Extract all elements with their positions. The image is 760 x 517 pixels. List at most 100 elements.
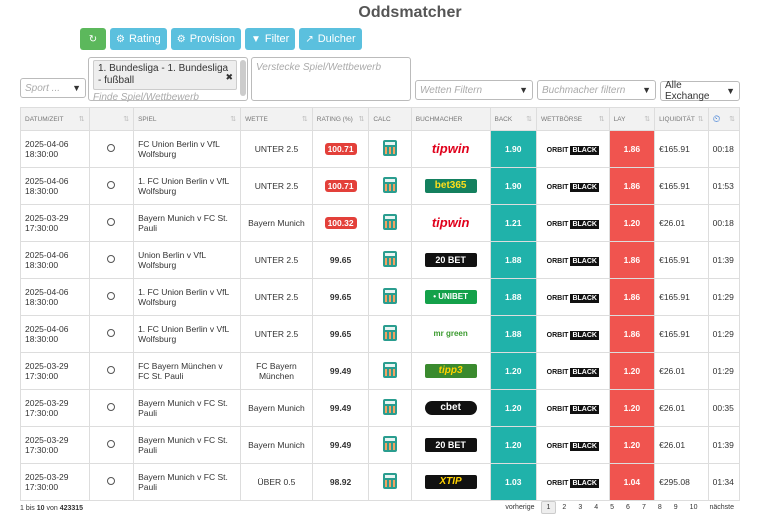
competition-multiselect[interactable]: 1. Bundesliga - 1. Bundesliga - fußball ✖… (88, 57, 248, 103)
column-header[interactable]: ⇅ (88, 107, 135, 131)
back-odds-cell[interactable]: 1.90 (489, 130, 537, 168)
page-button[interactable]: 6 (626, 504, 630, 511)
exchange-logo[interactable]: ORBIT BLACK (547, 256, 599, 266)
page-button[interactable]: 1 (540, 501, 557, 514)
back-odds-cell[interactable]: 1.20 (489, 352, 537, 390)
column-header[interactable]: BACK ⇅ (489, 107, 537, 131)
next-page-button[interactable]: nächste (709, 504, 734, 511)
table-row: 2025-03-29 17:30:00 Bayern Munich v FC St.… (20, 426, 741, 464)
lay-odds-cell[interactable]: 1.86 (608, 130, 656, 168)
provision-button[interactable]: ⚙ Provision (170, 28, 241, 50)
column-header[interactable]: ⏲ ⇅ (707, 107, 741, 131)
exchange-logo[interactable]: ORBIT BLACK (547, 219, 599, 229)
prev-page-button[interactable]: vorherige (505, 504, 535, 511)
column-header[interactable]: CALC (368, 107, 412, 131)
bookmaker-logo[interactable]: mr green (424, 327, 477, 341)
calculator-icon[interactable] (383, 325, 398, 341)
dulcher-button[interactable]: ↗ Dulcher (299, 28, 362, 50)
lay-odds-cell[interactable]: 1.04 (608, 463, 656, 501)
hide-multiselect[interactable]: Verstecke Spiel/Wettbewerb (251, 57, 411, 101)
back-odds-cell[interactable]: 1.90 (489, 167, 537, 205)
back-odds-cell[interactable]: 1.88 (489, 241, 537, 279)
calculator-icon[interactable] (383, 177, 398, 193)
exchange-logo[interactable]: ORBIT BLACK (547, 478, 599, 488)
column-header[interactable]: WETTE ⇅ (240, 107, 313, 131)
page-button[interactable]: 8 (657, 504, 662, 511)
bookmaker-logo[interactable]: bet365 (424, 179, 477, 193)
lay-odds-cell[interactable]: 1.20 (608, 426, 656, 464)
exchange-cell: ORBIT BLACK (535, 463, 610, 501)
calculator-icon[interactable] (383, 436, 398, 452)
calculator-icon[interactable] (383, 362, 398, 378)
soccer-ball-icon (107, 144, 116, 152)
game-cell: FC Bayern München v FC St. Pauli (133, 352, 242, 390)
bets-filter-select[interactable]: Wetten Filtern ▼ (415, 80, 533, 100)
bookmaker-logo[interactable]: tipwin (424, 216, 477, 230)
bookmaker-logo[interactable]: 20 BET (424, 438, 477, 452)
bookmaker-filter-select[interactable]: Buchmacher filtern ▼ (537, 80, 656, 100)
competition-tag[interactable]: 1. Bundesliga - 1. Bundesliga - fußball ✖ (93, 60, 237, 90)
bookmaker-logo[interactable]: cbet (424, 401, 477, 415)
page-button[interactable]: 2 (562, 504, 567, 511)
bookmaker-logo[interactable]: tipp3 (424, 364, 477, 378)
page-button[interactable]: 10 (689, 504, 698, 511)
column-header-label: BUCHMACHER (415, 115, 463, 123)
back-odds-cell[interactable]: 1.03 (489, 463, 537, 501)
exchange-logo[interactable]: ORBIT BLACK (547, 441, 599, 451)
column-header[interactable]: LAY ⇅ (608, 107, 656, 131)
calculator-icon[interactable] (383, 399, 398, 415)
column-header-label: DATUM/ZEIT (25, 115, 64, 123)
rating-button-label: Rating (128, 33, 161, 45)
calculator-icon[interactable] (383, 214, 398, 230)
lay-odds-cell[interactable]: 1.86 (608, 167, 656, 205)
back-odds-cell[interactable]: 1.20 (489, 426, 537, 464)
soccer-ball-icon (107, 403, 116, 411)
refresh-button[interactable]: ↻ (80, 28, 106, 50)
bookmaker-logo[interactable]: tipwin (424, 142, 477, 156)
exchange-logo[interactable]: ORBIT BLACK (547, 330, 599, 340)
back-odds-cell[interactable]: 1.20 (489, 389, 537, 427)
exchange-logo[interactable]: ORBIT BLACK (547, 404, 599, 414)
page-button[interactable]: 7 (641, 504, 646, 511)
page-button[interactable]: 5 (610, 504, 615, 511)
calculator-icon[interactable] (383, 251, 398, 267)
back-odds-cell[interactable]: 1.88 (489, 315, 537, 353)
scrollbar[interactable] (240, 60, 246, 96)
column-header[interactable]: WETTBÖRSE ⇅ (535, 107, 610, 131)
calculator-icon[interactable] (383, 288, 398, 304)
back-odds-cell[interactable]: 1.21 (489, 204, 537, 242)
bookmaker-logo[interactable]: 20 BET (424, 253, 477, 267)
lay-odds-cell[interactable]: 1.86 (608, 315, 656, 353)
sport-select[interactable]: Sport ... ▼ (20, 78, 86, 98)
column-header[interactable]: SPIEL ⇅ (133, 107, 242, 131)
lay-odds-cell[interactable]: 1.86 (608, 278, 656, 316)
exchange-logo[interactable]: ORBIT BLACK (547, 293, 599, 303)
calculator-icon[interactable] (383, 473, 398, 489)
table-row: 2025-04-06 18:30:00 FC Union Berlin v VfL … (20, 130, 741, 168)
liquidity-cell: €165.91 (654, 130, 709, 168)
rating-button[interactable]: ⚙ Rating (110, 28, 167, 50)
page-button[interactable]: 4 (594, 504, 599, 511)
exchange-cell: ORBIT BLACK (535, 426, 610, 464)
competition-search-input[interactable]: Finde Spiel/Wettbewerb (93, 92, 199, 103)
filter-button[interactable]: ▼ Filter (244, 28, 296, 50)
lay-odds-cell[interactable]: 1.20 (608, 389, 656, 427)
close-icon[interactable]: ✖ (225, 72, 233, 82)
page-button[interactable]: 3 (578, 504, 583, 511)
column-header[interactable]: DATUM/ZEIT ⇅ (20, 107, 90, 131)
column-header[interactable]: RATING (%) ⇅ (311, 107, 370, 131)
calculator-icon[interactable] (383, 140, 398, 156)
lay-odds-cell[interactable]: 1.86 (608, 241, 656, 279)
exchange-logo[interactable]: ORBIT BLACK (547, 367, 599, 377)
column-header[interactable]: BUCHMACHER (410, 107, 491, 131)
bookmaker-logo[interactable]: • UNIBET (424, 290, 477, 304)
lay-odds-cell[interactable]: 1.20 (608, 352, 656, 390)
lay-odds-cell[interactable]: 1.20 (608, 204, 656, 242)
exchange-logo[interactable]: ORBIT BLACK (547, 182, 599, 192)
page-button[interactable]: 9 (673, 504, 678, 511)
column-header[interactable]: LIQUIDITÄT ⇅ (654, 107, 709, 131)
bookmaker-logo[interactable]: XTIP (424, 475, 477, 489)
back-odds-cell[interactable]: 1.88 (489, 278, 537, 316)
exchange-select[interactable]: Alle Exchange ▼ (660, 80, 740, 102)
exchange-logo[interactable]: ORBIT BLACK (547, 145, 599, 155)
